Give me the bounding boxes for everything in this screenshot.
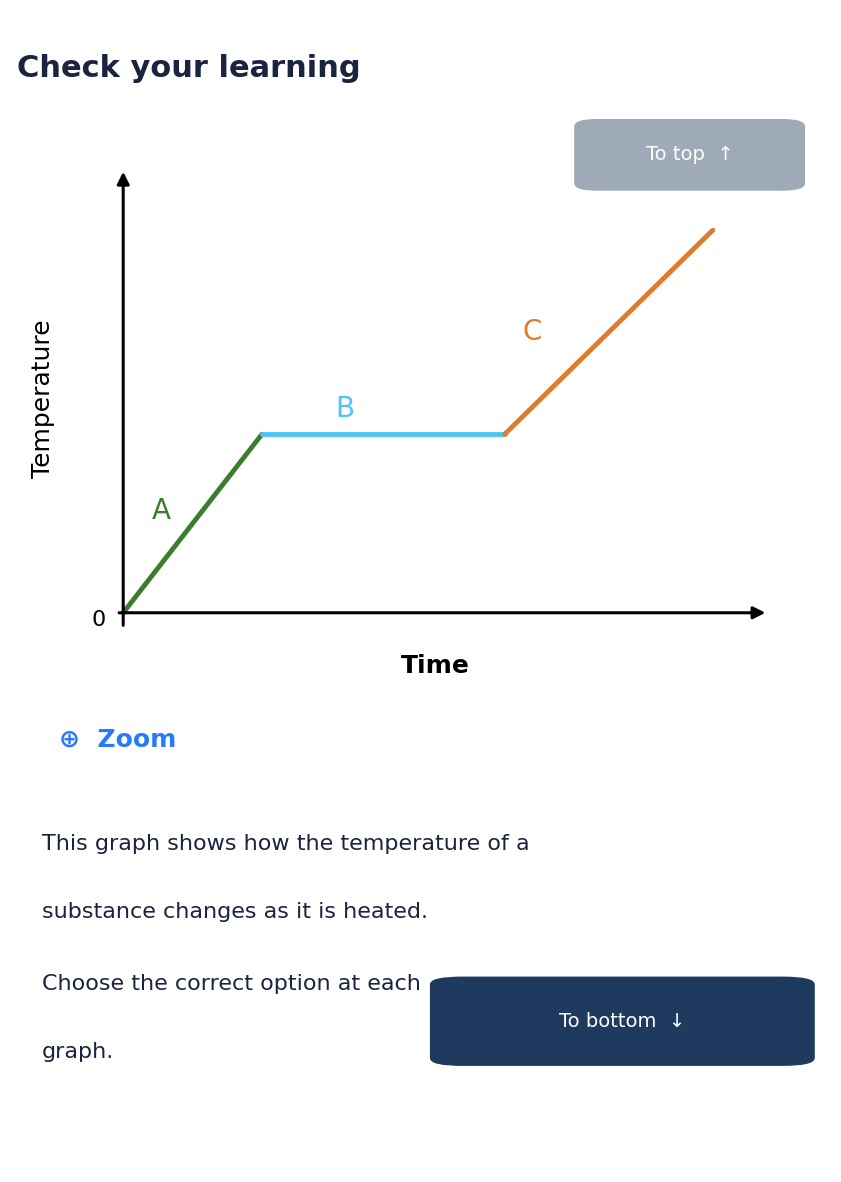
Text: To bottom  ↓: To bottom ↓ [559,1012,685,1031]
Text: Check your learning: Check your learning [17,53,361,83]
Text: Temperature: Temperature [31,319,56,478]
FancyBboxPatch shape [575,119,804,190]
Text: C: C [523,318,542,346]
Text: 0: 0 [92,610,106,630]
Text: This graph shows how the temperature of a: This graph shows how the temperature of … [42,834,530,853]
Text: B: B [336,395,355,423]
Text: substance changes as it is heated.: substance changes as it is heated. [42,902,428,922]
Text: graph.: graph. [42,1043,114,1061]
Text: A: A [152,496,171,525]
Text: ⊕  Zoom: ⊕ Zoom [59,728,177,752]
FancyBboxPatch shape [431,978,814,1065]
Text: To top  ↑: To top ↑ [646,145,733,164]
Text: Time: Time [401,655,470,678]
Text: Choose the correct option at each: Choose the correct option at each [42,974,421,994]
